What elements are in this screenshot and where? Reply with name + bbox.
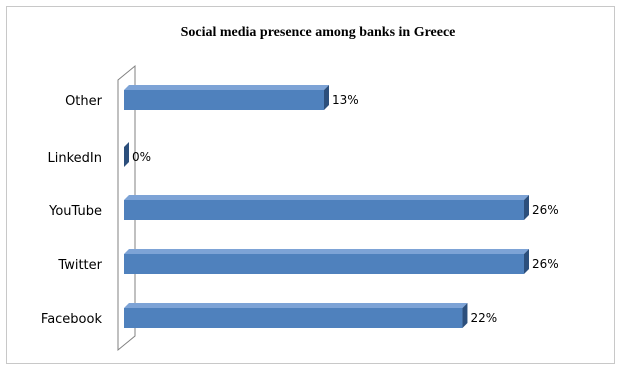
bar-twitter xyxy=(124,254,524,274)
bar-youtube xyxy=(124,200,524,220)
bar-side-youtube xyxy=(524,195,529,220)
value-label-twitter: 26% xyxy=(532,257,559,271)
chart-side-wall xyxy=(117,64,136,352)
bar-other xyxy=(124,90,324,110)
category-label-twitter: Twitter xyxy=(57,258,102,273)
chart-title: Social media presence among banks in Gre… xyxy=(181,25,456,40)
value-label-youtube: 26% xyxy=(532,203,559,217)
bar-top-other xyxy=(124,85,329,90)
bar-side-linkedin xyxy=(124,142,129,167)
bar-top-facebook xyxy=(124,303,468,308)
bar-top-youtube xyxy=(124,195,529,200)
bar-facebook xyxy=(124,308,463,328)
category-label-other: Other xyxy=(65,94,103,109)
bar-side-facebook xyxy=(462,303,468,328)
value-label-facebook: 22% xyxy=(470,311,497,325)
bar-side-other xyxy=(324,85,329,110)
value-label-linkedin: 0% xyxy=(132,150,151,164)
bar-side-twitter xyxy=(524,249,529,274)
bar-top-twitter xyxy=(124,249,529,254)
category-label-linkedin: LinkedIn xyxy=(48,151,102,166)
category-label-youtube: YouTube xyxy=(48,204,102,219)
category-label-facebook: Facebook xyxy=(41,312,103,327)
value-label-other: 13% xyxy=(332,93,359,107)
